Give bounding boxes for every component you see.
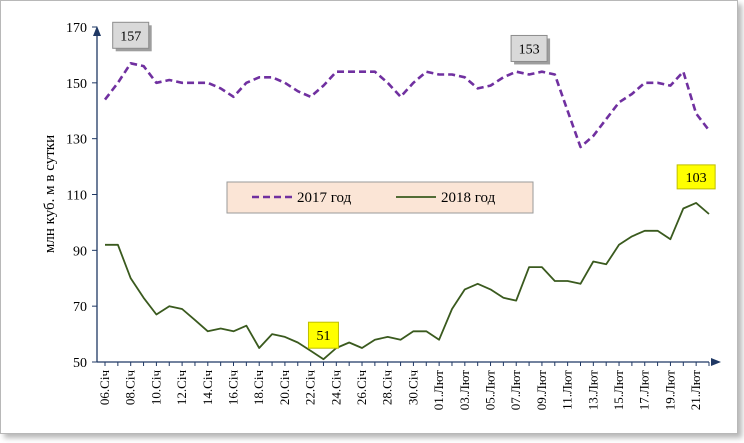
y-tick-label: 70 [73, 300, 87, 315]
y-axis: 50 70 90 110 130 150 170 [66, 21, 101, 371]
x-tick-label: 18.Січ [251, 370, 266, 406]
x-axis: 06.Січ 08.Січ 10.Січ 12.Січ 14.Січ 16.Січ 18.С… [97, 358, 721, 410]
x-tick-label: 16.Січ [226, 370, 241, 406]
x-tick-label: 06.Січ [97, 370, 112, 406]
legend: 2017 год 2018 год [226, 181, 534, 214]
series-line-2018-год [105, 201, 710, 361]
annotation-label: 153 [519, 42, 540, 57]
x-tick-label: 28.Січ [380, 370, 395, 406]
annotation-box [510, 34, 548, 62]
x-tick-label: 30.Січ [405, 370, 420, 406]
x-tick-label: 21.Лют [688, 370, 703, 411]
x-tick-label: 05.Лют [483, 370, 498, 411]
annotation-box [676, 164, 716, 190]
annotations: 157 153 51 103 [112, 21, 716, 349]
y-tick-label: 170 [66, 21, 87, 36]
annotation-label: 157 [120, 29, 141, 44]
x-tick-label: 07.Лют [508, 370, 523, 411]
series-line-2017-год [103, 61, 711, 149]
series-lines [103, 61, 711, 361]
x-axis-arrow [711, 358, 721, 366]
annotation-157: 157 [112, 21, 152, 52]
y-tick-label: 150 [66, 77, 87, 92]
annotation-box [112, 21, 150, 49]
y-axis-label: млн куб. м в сутки [42, 135, 58, 253]
x-tick-label: 17.Лют [637, 370, 652, 411]
x-tick-label: 03.Лют [457, 370, 472, 411]
y-tick-label: 50 [73, 356, 87, 371]
y-tick-label: 130 [66, 133, 87, 148]
x-tick-label: 19.Лют [662, 370, 677, 411]
x-tick-label: 20.Січ [277, 370, 292, 406]
annotation-box [307, 321, 339, 349]
x-tick-label: 01.Лют [431, 370, 446, 411]
annotation-103: 103 [676, 164, 716, 190]
y-tick-label: 110 [67, 189, 87, 204]
x-tick-label: 15.Лют [611, 370, 626, 411]
legend-label-2017: 2017 год [297, 190, 352, 206]
x-tick-label: 24.Січ [328, 370, 343, 406]
annotation-label: 51 [316, 329, 330, 344]
x-tick-label: 14.Січ [200, 370, 215, 406]
annotation-label: 103 [686, 171, 707, 186]
y-tick-label: 90 [73, 244, 87, 259]
annotation-51: 51 [307, 321, 339, 349]
x-tick-label: 13.Лют [585, 370, 600, 411]
x-tick-label: 12.Січ [174, 370, 189, 406]
legend-label-2018: 2018 год [441, 190, 496, 206]
x-tick-label: 22.Січ [303, 370, 318, 406]
y-axis-arrow [93, 26, 101, 36]
x-tick-label: 09.Лют [534, 370, 549, 411]
x-tick-label: 26.Січ [354, 370, 369, 406]
x-tick-label: 08.Січ [123, 370, 138, 406]
chart-frame: 50 70 90 110 130 150 170 06.Січ 08.Січ 10.Січ 12.… [0, 0, 738, 434]
x-tick-label: 11.Лют [560, 370, 575, 410]
x-tick-label: 10.Січ [148, 370, 163, 406]
annotation-153: 153 [510, 34, 551, 65]
